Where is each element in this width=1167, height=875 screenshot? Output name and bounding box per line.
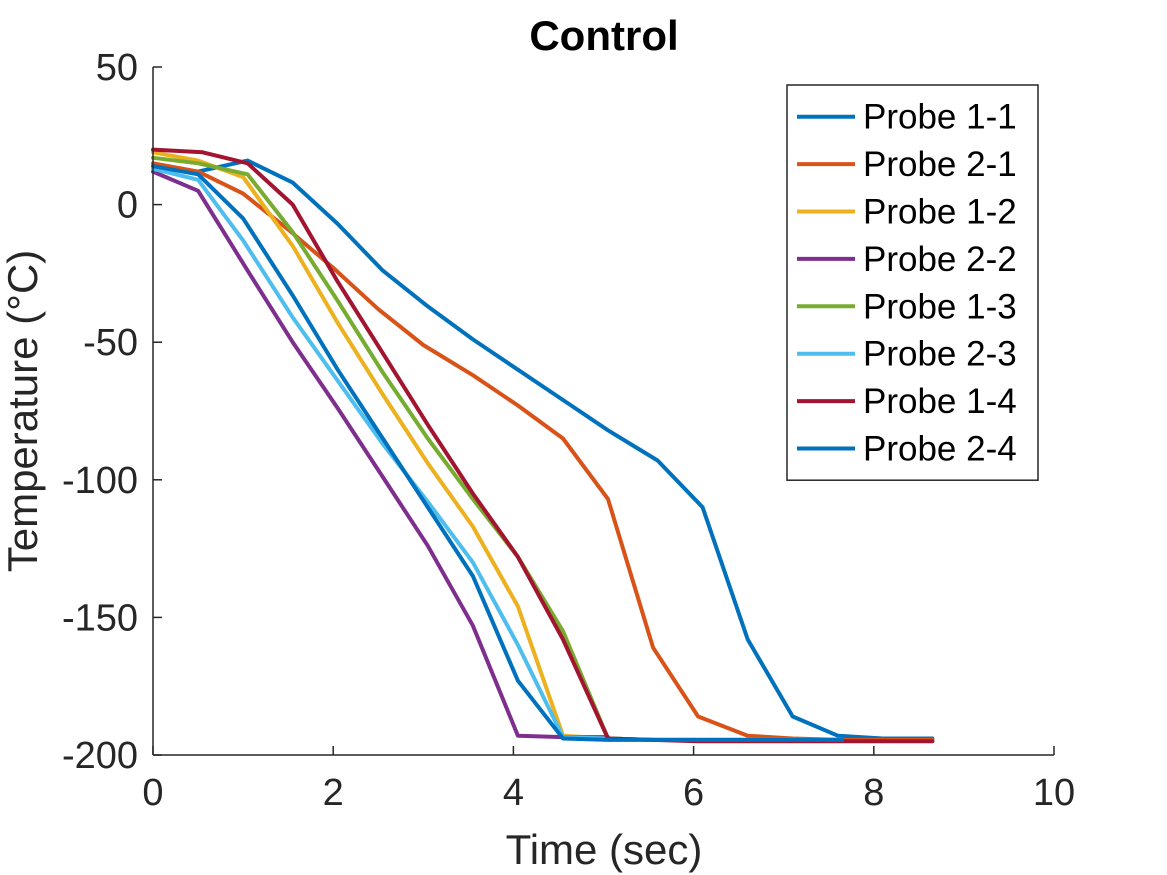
legend-label: Probe 2-2	[863, 240, 1017, 279]
y-tick-label: 0	[117, 185, 138, 227]
legend-label: Probe 1-3	[863, 287, 1017, 326]
y-tick-label: -100	[62, 460, 138, 502]
series-layer	[151, 147, 935, 744]
legend-label: Probe 2-4	[863, 430, 1017, 469]
series-line-4	[151, 169, 610, 740]
series-line-8	[151, 164, 845, 742]
legend-label: Probe 2-1	[863, 145, 1017, 184]
axes: 0 2 4 6 8 10 -200 -150 -100 -50 0 50	[62, 47, 1075, 814]
legend-label: Probe 1-2	[863, 193, 1017, 232]
legend-label: Probe 2-3	[863, 335, 1017, 374]
legend-label: Probe 1-4	[863, 382, 1017, 421]
x-tick-label: 8	[863, 772, 884, 814]
x-tick-label: 6	[683, 772, 704, 814]
y-tick-label: -200	[62, 735, 138, 777]
y-tick-label: -150	[62, 597, 138, 639]
y-tick-label: 50	[96, 47, 138, 89]
x-tick-label: 2	[323, 772, 344, 814]
x-tick-label: 10	[1033, 772, 1075, 814]
series-line-1	[151, 158, 935, 741]
legend-label: Probe 1-1	[863, 98, 1017, 137]
x-axis-label: Time (sec)	[506, 826, 703, 873]
x-tick-label: 4	[503, 772, 524, 814]
chart-title: Control	[529, 12, 678, 59]
x-tick-label: 0	[142, 772, 163, 814]
y-tick-label: -50	[83, 322, 138, 364]
y-axis-label: Temperature (°C)	[0, 250, 46, 573]
legend: Probe 1-1 Probe 2-1 Probe 1-2 Probe 2-2 Prob…	[786, 84, 1039, 481]
legend-box	[786, 84, 1039, 481]
